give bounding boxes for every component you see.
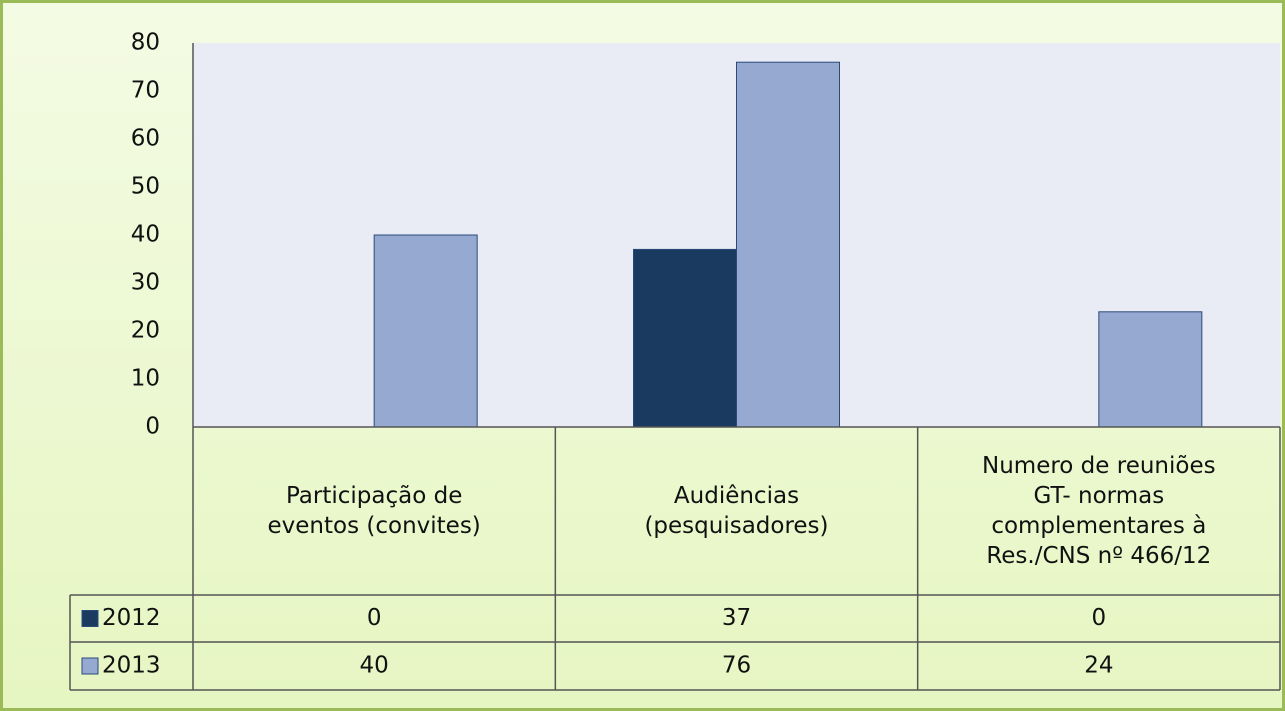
bar — [373, 234, 478, 428]
table-value: 24 — [1084, 653, 1113, 679]
legend-label: 2012 — [102, 605, 161, 631]
legend-label: 2013 — [102, 653, 161, 679]
legend-key — [81, 657, 99, 675]
table-value: 37 — [722, 605, 751, 631]
legend-key — [81, 610, 99, 627]
y-tick-label: 60 — [131, 126, 160, 152]
y-tick-label: 30 — [131, 270, 160, 296]
table-value: 0 — [367, 605, 382, 631]
y-tick-label: 70 — [131, 78, 160, 104]
y-tick-label: 10 — [131, 366, 160, 392]
bar — [1098, 311, 1203, 428]
y-tick-label: 50 — [131, 174, 160, 200]
bar — [736, 61, 840, 428]
category-label: Participação de eventos (convites) — [267, 483, 481, 539]
category-label: Audiências (pesquisadores) — [644, 483, 829, 539]
y-tick-label: 20 — [131, 318, 160, 344]
table-value: 76 — [722, 653, 751, 679]
category-label: Numero de reuniões GT- normas complement… — [982, 453, 1216, 569]
y-tick-label: 40 — [131, 222, 160, 248]
y-tick-label: 0 — [145, 414, 160, 440]
table-value: 40 — [360, 653, 389, 679]
bar — [633, 248, 737, 428]
y-tick-label: 80 — [131, 30, 160, 56]
table-value: 0 — [1092, 605, 1107, 631]
